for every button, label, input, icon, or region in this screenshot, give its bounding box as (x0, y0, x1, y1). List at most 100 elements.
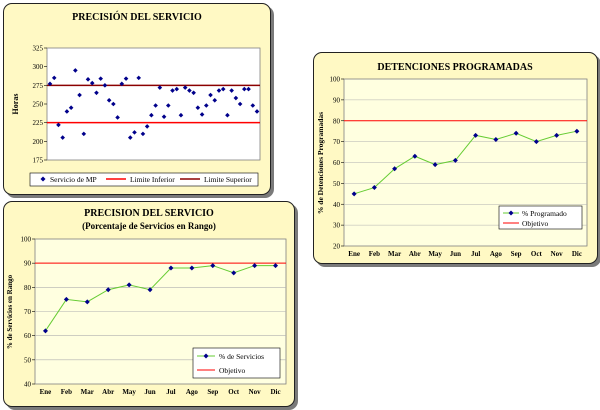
x-tick-label: Mar (81, 388, 94, 396)
legend-box (498, 205, 583, 230)
chart-title: PRECISION DEL SERVICIO (84, 208, 214, 219)
data-point (225, 112, 230, 118)
data-point (106, 97, 112, 103)
data-point (452, 157, 458, 163)
y-tick-label: 20 (333, 243, 341, 251)
data-point (64, 109, 70, 114)
data-point (168, 265, 174, 271)
data-point (81, 131, 87, 137)
y-tick-label: 100 (330, 76, 341, 84)
legend-entry: Limite Inferior (130, 175, 175, 184)
x-tick-label: Sep (207, 388, 218, 396)
y-tick-label: 80 (333, 117, 341, 125)
data-point (149, 112, 154, 118)
chart-svg-detenciones: DETENCIONES PROGRAMADAS % de Detenciones… (316, 62, 588, 258)
data-point (273, 263, 279, 269)
y-tick-label: 250 (33, 101, 44, 109)
y-tick-label: 325 (33, 45, 44, 53)
data-point (574, 128, 580, 134)
data-point (204, 103, 209, 108)
data-point (242, 86, 247, 92)
data-point (60, 135, 65, 140)
data-point (210, 263, 216, 269)
x-tick-label: Dic (572, 250, 582, 258)
data-point (187, 88, 192, 93)
legend-entry: Limite Superior (204, 175, 252, 184)
series-line (353, 130, 577, 195)
chart-title: DETENCIONES PROGRAMADAS (377, 62, 533, 73)
data-point (161, 114, 167, 119)
data-point (554, 132, 560, 138)
legend-box (192, 347, 281, 379)
data-point (68, 105, 74, 111)
y-tick-label: 70 (333, 138, 341, 146)
data-point (73, 68, 78, 73)
legend-marker-icon (508, 210, 514, 216)
data-point (178, 112, 184, 118)
data-point (170, 88, 175, 93)
data-point (132, 130, 137, 135)
data-point (195, 105, 201, 111)
chart-svg-precision-servicio: PRECISIÓN DEL SERVICIO Horas 175 200 225 25… (11, 11, 261, 187)
y-tick-label: 30 (333, 222, 341, 230)
y-tick-label: 40 (333, 201, 341, 209)
legend-marker-icon (203, 353, 209, 359)
data-point (229, 88, 234, 93)
data-point (102, 83, 108, 88)
y-axis-label: % de Servicios en Rango (6, 274, 14, 349)
legend-box (29, 172, 259, 187)
data-point (216, 88, 222, 93)
data-point (250, 103, 256, 108)
data-point (432, 162, 438, 168)
data-point (123, 76, 129, 81)
data-point (208, 92, 213, 98)
data-point (233, 95, 239, 101)
y-tick-label: 275 (33, 82, 44, 90)
data-point (199, 112, 205, 117)
data-point (513, 130, 519, 136)
chart-subtitle: (Porcentaje de Servicios en Rango) (82, 221, 216, 231)
chart-panel-detenciones: DETENCIONES PROGRAMADAS % de Detenciones… (313, 52, 598, 264)
y-tick-label: 80 (24, 284, 32, 292)
y-tick-label: 70 (24, 308, 32, 316)
data-point (191, 90, 196, 96)
x-tick-label: Jun (144, 388, 155, 396)
y-tick-label: 200 (33, 138, 44, 146)
legend-entry: Objetivo (522, 219, 548, 228)
x-tick-label: Ene (348, 250, 360, 258)
y-tick-label: 60 (24, 332, 32, 340)
chart-svg-precision-rango: PRECISION DEL SERVICIO (Porcentaje de Se… (6, 208, 287, 396)
x-tick-label: Abr (102, 388, 114, 396)
data-point (89, 80, 95, 86)
y-tick-label: 300 (33, 63, 44, 71)
data-point (212, 97, 218, 103)
x-tick-label: Oct (531, 250, 543, 258)
data-point (56, 122, 61, 128)
data-point (42, 328, 48, 334)
x-tick-label: Nov (249, 388, 262, 396)
x-tick-label: Mar (388, 250, 401, 258)
y-tick-label: 50 (24, 356, 32, 364)
y-axis-label: % de Detenciones Programadas (316, 112, 325, 214)
data-point (84, 299, 90, 305)
y-tick-label: 225 (33, 119, 44, 127)
plot-area: 20 30 40 50 60 70 80 90 100 Ene Feb Mar Abr May Jun Jul… (330, 76, 588, 258)
data-point (144, 124, 150, 129)
plot-area: 175 200 225 250 275 300 325 (33, 45, 261, 165)
x-tick-label: Feb (61, 388, 72, 396)
x-tick-label: Ago (186, 388, 199, 396)
legend-marker-icon (40, 176, 46, 182)
x-tick-label: May (428, 250, 442, 258)
data-point (63, 296, 69, 302)
data-point (98, 76, 103, 81)
x-tick-label: Dic (270, 388, 280, 396)
legend-entry: Servicio de MP (50, 175, 97, 184)
data-point (147, 287, 153, 293)
data-point (157, 85, 163, 90)
data-point (47, 81, 53, 87)
data-point (371, 185, 377, 191)
data-point (105, 287, 111, 293)
y-axis-label: Horas (11, 94, 20, 115)
data-point (254, 109, 260, 114)
data-point (115, 115, 120, 120)
